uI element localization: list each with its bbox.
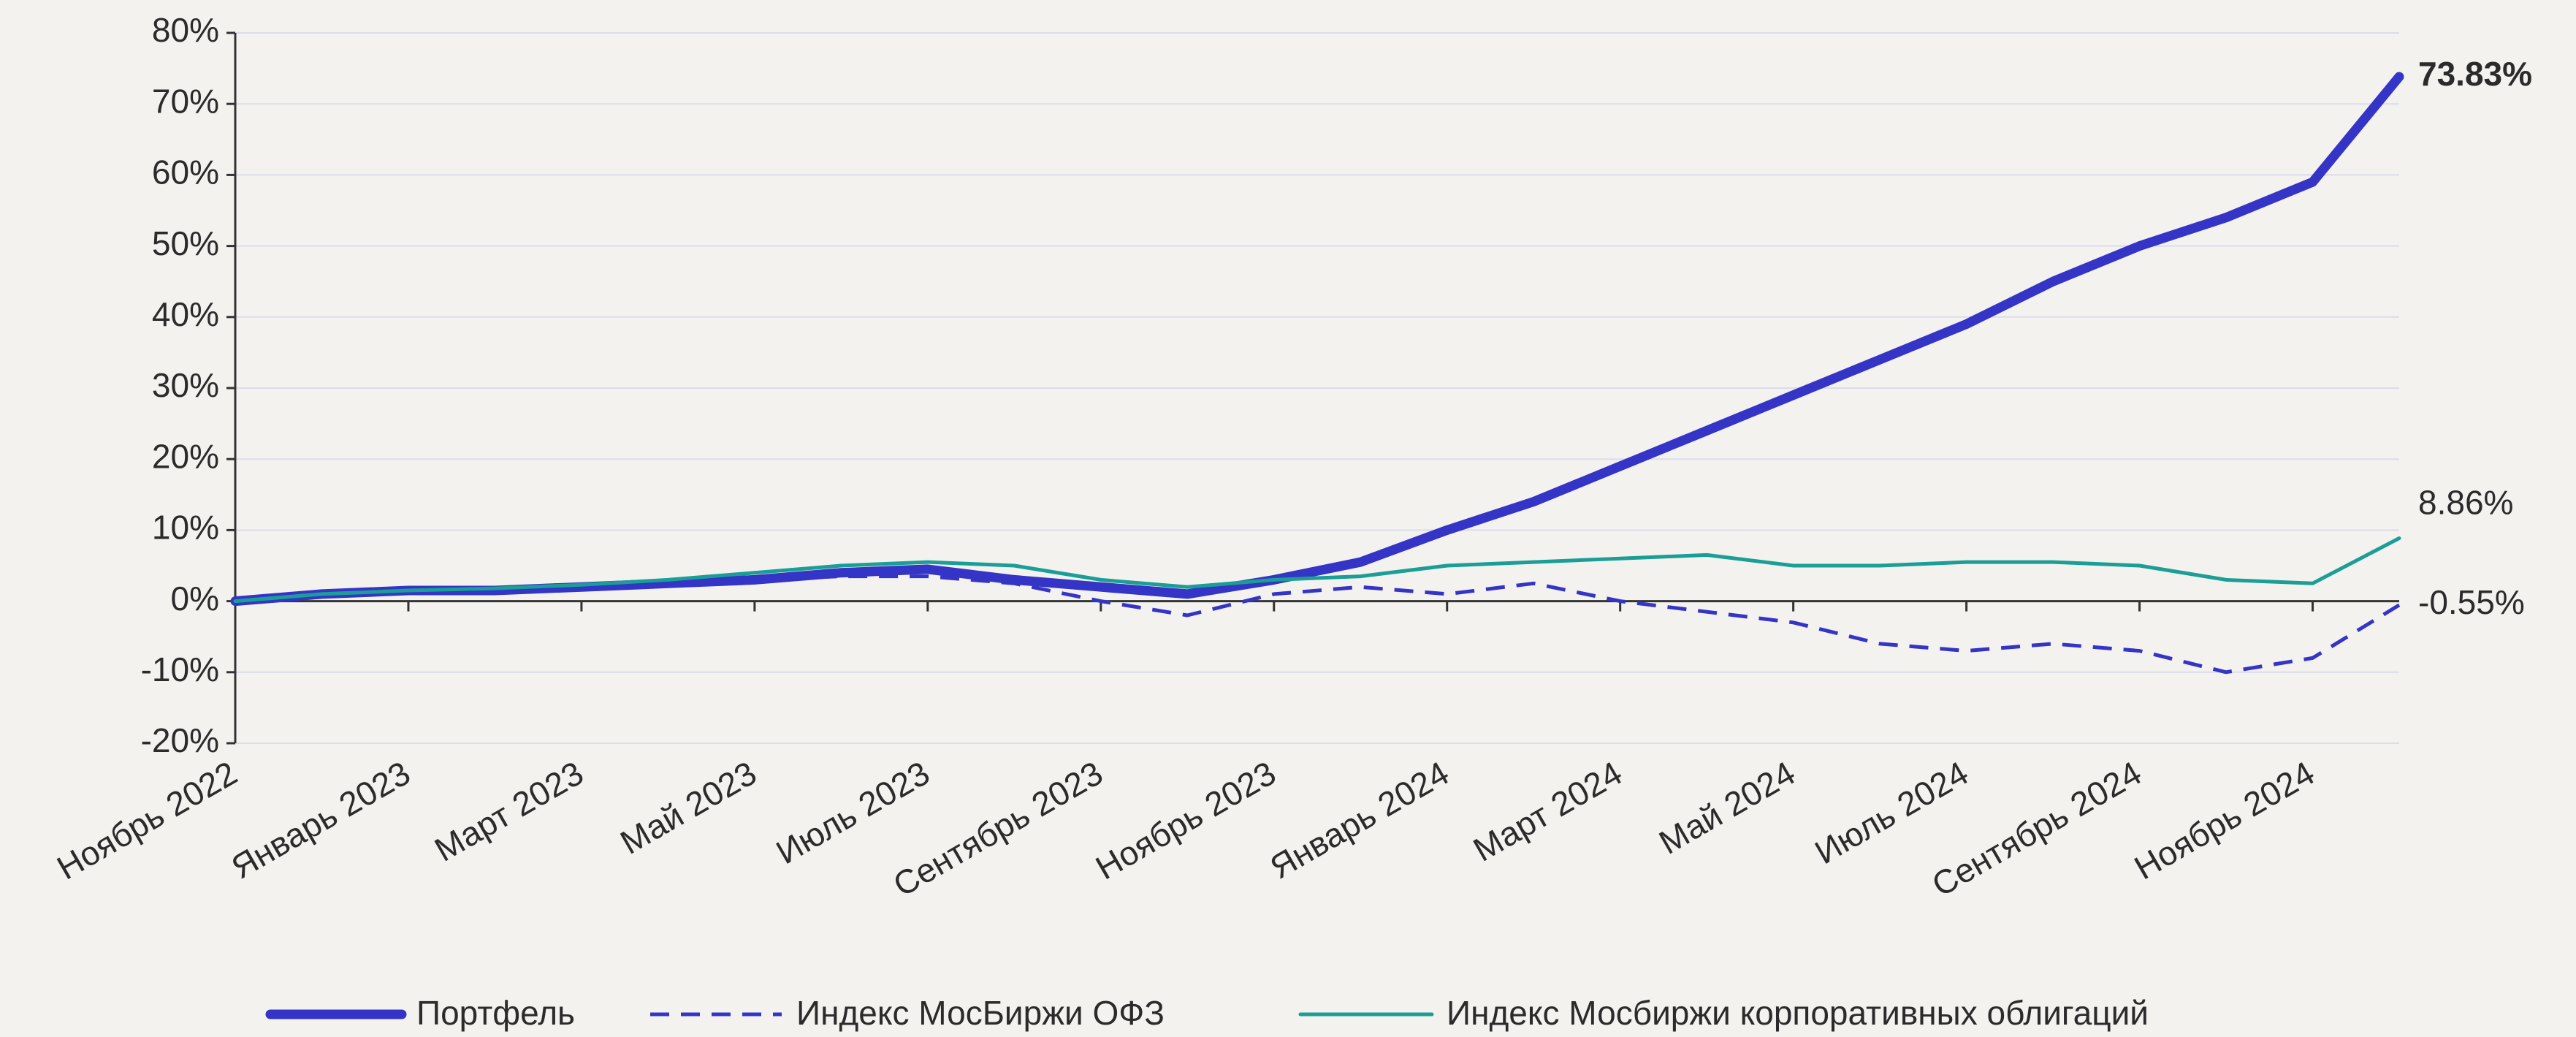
y-tick-label: 10% bbox=[152, 509, 219, 547]
y-tick-label: 20% bbox=[152, 437, 219, 475]
series-line bbox=[235, 574, 2401, 675]
y-tick-label: -20% bbox=[141, 721, 219, 759]
y-tick-label: 40% bbox=[152, 295, 219, 333]
value-label: -0.55% bbox=[2418, 583, 2525, 621]
series-line bbox=[233, 536, 2401, 604]
legend: Портфель Индекс МосБиржи ОФЗ Индекс Мосбир… bbox=[265, 994, 2149, 1032]
y-tick-label: -10% bbox=[141, 650, 219, 688]
y-tick-label: 30% bbox=[152, 366, 219, 404]
y-tick-label: 80% bbox=[152, 11, 219, 49]
legend-label: Индекс Мосбиржи корпоративных облигаций bbox=[1447, 994, 2149, 1032]
y-tick-label: 50% bbox=[152, 224, 219, 262]
value-label: 73.83% bbox=[2418, 55, 2532, 93]
legend-label: Индекс МосБиржи ОФЗ bbox=[796, 994, 1165, 1032]
y-tick-label: 60% bbox=[152, 153, 219, 191]
value-label: 8.86% bbox=[2418, 484, 2513, 522]
y-tick-label: 0% bbox=[171, 580, 219, 618]
y-tick-label: 70% bbox=[152, 82, 219, 120]
series-line bbox=[230, 72, 2404, 607]
legend-label: Портфель bbox=[416, 994, 575, 1032]
